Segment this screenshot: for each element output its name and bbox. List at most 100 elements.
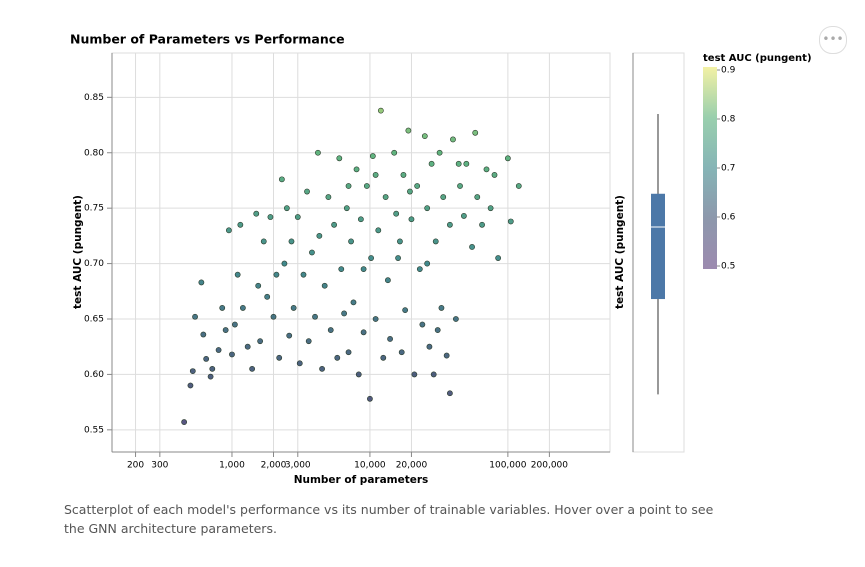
y-tick-label: 0.60 [84, 370, 104, 380]
point [421, 133, 428, 140]
point [270, 313, 277, 320]
point [215, 347, 222, 353]
point [286, 332, 293, 339]
point [273, 271, 280, 278]
point [283, 205, 290, 212]
point [402, 307, 409, 314]
point [255, 282, 262, 289]
point [405, 127, 412, 134]
point [397, 238, 403, 245]
point [479, 221, 485, 228]
point [319, 365, 325, 372]
point [253, 210, 260, 217]
point [491, 172, 498, 178]
point [336, 155, 343, 162]
legend-title: test AUC (pungent) [703, 53, 812, 64]
x-tick-label: 2,000 [261, 461, 287, 471]
point [278, 176, 285, 183]
y-tick-label: 0.70 [84, 259, 104, 269]
point [312, 313, 318, 320]
point [290, 305, 297, 311]
point [440, 194, 447, 200]
point [363, 183, 370, 189]
point [428, 160, 435, 167]
point [382, 194, 389, 200]
y-tick-label: 0.85 [84, 93, 104, 103]
point [281, 260, 288, 267]
point [368, 255, 375, 261]
legend-label: 0.7 [721, 164, 735, 174]
point [249, 365, 256, 372]
point [294, 214, 301, 220]
point [355, 371, 362, 378]
legend-gradient [703, 67, 717, 269]
point [495, 255, 502, 261]
legend-label: 0.9 [721, 66, 736, 76]
point [229, 351, 235, 358]
point [222, 327, 229, 333]
point [345, 349, 352, 356]
point [234, 271, 241, 278]
point [316, 232, 323, 239]
point [260, 238, 267, 245]
menu-button[interactable]: ••• [819, 26, 847, 54]
point [372, 172, 379, 178]
legend-label: 0.6 [721, 213, 736, 223]
point [460, 213, 467, 219]
point [375, 227, 382, 234]
point [380, 354, 387, 361]
y-tick-label: 0.65 [84, 315, 104, 325]
point [372, 316, 379, 322]
point [424, 260, 431, 267]
point [416, 266, 423, 273]
point [341, 310, 348, 317]
point [345, 183, 352, 189]
point [457, 183, 463, 189]
point [304, 188, 310, 195]
point [434, 327, 441, 333]
point [472, 129, 479, 136]
point [192, 313, 198, 320]
point [483, 166, 490, 173]
x-axis-title: Number of parameters [294, 474, 429, 486]
point [276, 354, 283, 361]
legend-label: 0.8 [721, 115, 736, 125]
point [407, 188, 413, 195]
point [450, 136, 456, 143]
box [651, 193, 665, 300]
x-tick-label: 200 [127, 461, 144, 471]
plot-frame [111, 52, 611, 453]
x-tick-label: 100,000 [489, 461, 526, 471]
point [360, 266, 367, 273]
point [239, 305, 246, 311]
point [395, 255, 401, 261]
point [469, 244, 475, 250]
x-tick-label: 300 [151, 461, 168, 471]
point [446, 221, 453, 228]
x-tick-label: 3,000 [285, 461, 311, 471]
point [398, 349, 405, 356]
point [198, 279, 205, 286]
x-tick-label: 20,000 [396, 461, 428, 471]
x-tick-label: 1,000 [219, 461, 245, 471]
point [219, 305, 226, 311]
point [203, 355, 210, 362]
point [338, 266, 345, 273]
point [424, 205, 431, 212]
point [474, 194, 481, 200]
point [189, 368, 196, 374]
point [231, 321, 238, 328]
y-tick-label: 0.75 [84, 204, 104, 214]
point [267, 214, 274, 220]
point [455, 160, 462, 167]
y-tick-label: 0.55 [84, 425, 104, 435]
point [367, 395, 373, 402]
point [443, 352, 450, 359]
point [350, 299, 357, 306]
point [411, 371, 418, 378]
point [257, 338, 264, 345]
point [446, 390, 453, 397]
point [419, 321, 426, 328]
